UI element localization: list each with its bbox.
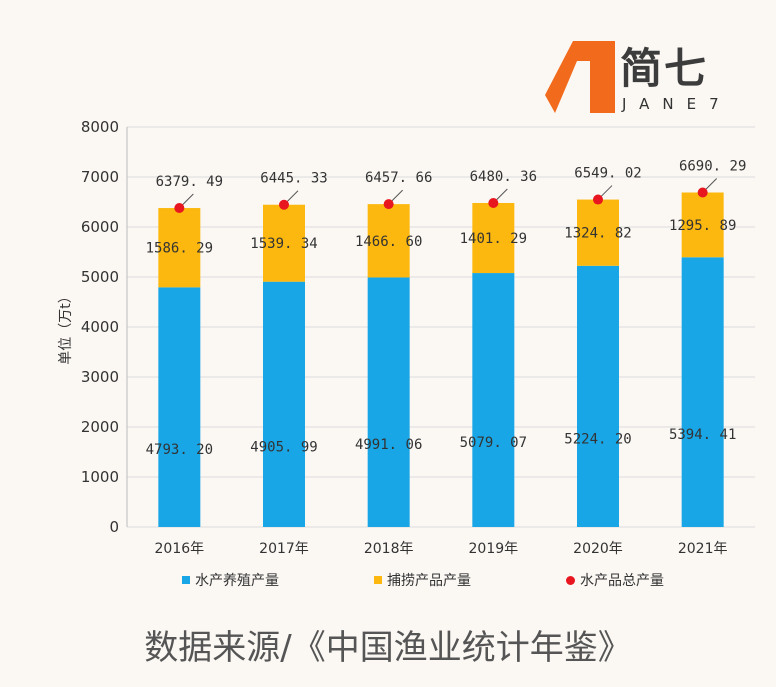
legend-label: 水产品总产量 [580,573,664,589]
point-total [383,199,394,210]
data-label-capture: 1401. 29 [460,231,527,247]
bar-aquaculture [472,273,515,527]
data-label-aquaculture: 4991. 06 [355,437,422,453]
y-tick-label: 0 [109,518,119,536]
y-tick-label: 4000 [81,318,119,336]
data-label-aquaculture: 5079. 07 [460,435,527,451]
data-label-capture: 1586. 29 [146,241,213,257]
x-tick-label: 2021年 [678,541,728,557]
data-label-aquaculture: 4905. 99 [250,439,317,455]
bar-capture [681,192,724,258]
bar-capture [472,202,515,274]
data-label-total: 6379. 49 [156,174,223,190]
data-label-aquaculture: 4793. 20 [146,442,213,458]
x-tick-label: 2018年 [364,541,414,557]
logo-name: 简七 [620,44,709,93]
y-tick-label: 6000 [81,218,119,236]
data-label-aquaculture: 5394. 41 [669,427,736,443]
data-source-caption: 数据来源/《中国渔业统计年鉴》 [144,628,632,668]
data-label-total: 6690. 29 [679,158,746,174]
y-axis-title: 单位（万t） [58,289,74,365]
legend-item-aquaculture: 水产养殖产量 [182,570,279,590]
bar-capture [577,199,619,266]
bar-aquaculture [681,257,724,527]
y-tick-label: 1000 [81,468,119,486]
point-total [174,203,185,214]
legend-label: 水产养殖产量 [195,573,279,589]
logo-subtitle: JANE7 [622,95,732,113]
data-label-capture: 1466. 60 [355,234,422,250]
y-tick-label: 2000 [81,418,119,436]
logo-mark-icon [545,41,615,113]
legend-item-capture: 捕捞产品产量 [374,570,471,590]
y-tick-label: 8000 [81,118,119,136]
x-tick-label: 2020年 [573,541,623,557]
legend-swatch [374,576,382,584]
legend-item-total: 水产品总产量 [566,570,664,590]
legend-swatch [182,576,190,584]
data-label-capture: 1324. 82 [564,226,631,242]
x-tick-label: 2016年 [155,541,205,557]
y-tick-label: 5000 [81,268,119,286]
data-label-capture: 1295. 89 [669,218,736,234]
data-label-total: 6445. 33 [260,171,327,187]
bar-aquaculture [367,277,410,527]
data-label-total: 6480. 36 [470,169,537,185]
bar-capture [263,204,305,282]
legend-label: 捕捞产品产量 [387,573,471,589]
bar-capture [158,208,201,288]
x-tick-label: 2017年 [259,541,309,557]
data-label-capture: 1539. 34 [250,236,317,252]
x-tick-label: 2019年 [469,541,519,557]
data-label-total: 6549. 02 [574,166,641,182]
legend-swatch [566,575,575,585]
y-tick-label: 3000 [81,368,119,386]
bar-capture [367,204,410,278]
bar-aquaculture [263,281,305,527]
legend: 水产养殖产量 捕捞产品产量 水产品总产量 [0,570,776,590]
point-total [697,187,708,198]
y-tick-label: 7000 [81,168,119,186]
brand-logo [545,33,760,113]
bar-aquaculture [158,287,201,527]
data-label-total: 6457. 66 [365,170,432,186]
data-label-aquaculture: 5224. 20 [564,431,631,447]
bar-aquaculture [577,265,619,527]
point-total [593,194,603,205]
point-total [488,197,499,208]
point-total [279,199,289,210]
